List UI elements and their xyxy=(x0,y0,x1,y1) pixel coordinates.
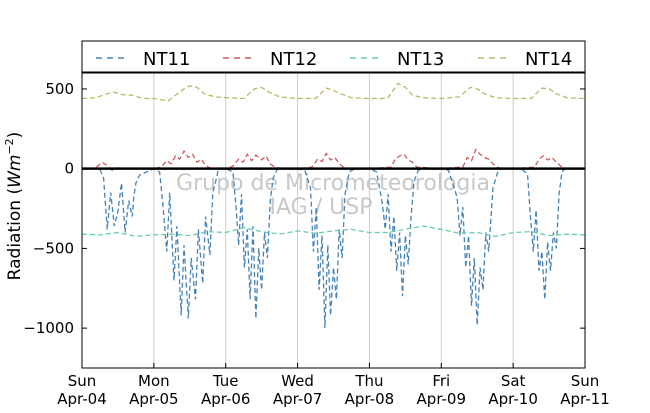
y-tick-label-2: −500 xyxy=(33,239,74,257)
legend-label-nt13: NT13 xyxy=(397,49,444,70)
x-tick-date-5: Apr-09 xyxy=(417,390,467,408)
x-tick-day-5: Fri xyxy=(432,372,450,390)
watermark: Grupo de Micrometeorologia IAG / USP xyxy=(176,171,490,220)
y-tick-label-0: 500 xyxy=(45,80,74,98)
watermark-line-2: IAG / USP xyxy=(270,195,373,220)
x-tick-date-4: Apr-08 xyxy=(345,390,395,408)
x-tick-date-7: Apr-11 xyxy=(560,390,610,408)
x-tick-day-6: Sat xyxy=(501,372,526,390)
x-tick-date-0: Apr-04 xyxy=(57,390,107,408)
x-tick-date-1: Apr-05 xyxy=(129,390,179,408)
series-nt12-line xyxy=(95,148,568,172)
x-tick-date-2: Apr-06 xyxy=(201,390,251,408)
legend: NT11 NT12 NT13 NT14 xyxy=(81,40,586,73)
series-nt14-line xyxy=(82,82,585,102)
axes: 5000−500−1000SunApr-04MonApr-05TueApr-06… xyxy=(23,72,610,408)
x-tick-day-4: Thu xyxy=(354,372,383,390)
x-tick-day-7: Sun xyxy=(571,372,600,390)
plot-frame xyxy=(81,72,586,369)
vertical-grid xyxy=(153,73,514,368)
x-tick-date-3: Apr-07 xyxy=(273,390,323,408)
x-tick-day-1: Mon xyxy=(138,372,170,390)
y-tick-label-3: −1000 xyxy=(23,319,74,337)
legend-label-nt11: NT11 xyxy=(143,49,190,70)
x-tick-day-3: Wed xyxy=(281,372,314,390)
legend-frame xyxy=(81,40,586,73)
x-tick-day-2: Tue xyxy=(212,372,239,390)
y-tick-label-1: 0 xyxy=(64,160,74,178)
series-nt13-line xyxy=(82,225,585,238)
legend-label-nt14: NT14 xyxy=(525,49,572,70)
series-group xyxy=(82,82,585,329)
y-axis-label: Radiation (Wm−2) xyxy=(3,132,25,281)
legend-label-nt12: NT12 xyxy=(270,49,317,70)
x-tick-day-0: Sun xyxy=(68,372,97,390)
x-tick-date-6: Apr-10 xyxy=(488,390,538,408)
watermark-line-1: Grupo de Micrometeorologia xyxy=(176,171,490,196)
series-nt11-line xyxy=(99,167,571,329)
